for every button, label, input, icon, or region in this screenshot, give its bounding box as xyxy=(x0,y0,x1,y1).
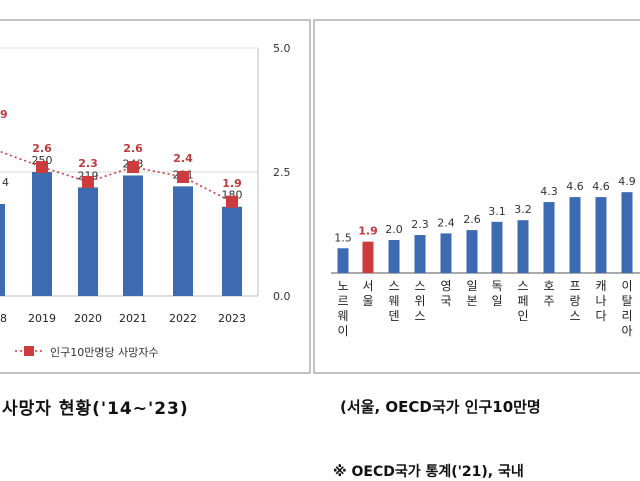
bar xyxy=(517,220,529,273)
value-label: 4.3 xyxy=(540,185,558,198)
secondary-y-tick-label: 0.0 xyxy=(273,290,291,303)
rate-marker xyxy=(226,195,238,208)
value-label: 2.3 xyxy=(411,218,429,231)
bar xyxy=(222,206,242,296)
value-label: 1.9 xyxy=(358,225,378,238)
rate-label: 1.9 xyxy=(222,177,242,190)
right-chart-caption: (서울, OECD국가 인구10만명 xyxy=(340,398,541,416)
right-chart-note: ※ OECD국가 통계('21), 국내 xyxy=(333,464,524,480)
x-tick-label: 8 xyxy=(0,312,7,325)
bar xyxy=(173,186,193,296)
rate-marker xyxy=(177,170,189,183)
left-chart: 0.02.55.025021924322118042.62.32.62.41.9… xyxy=(0,19,311,374)
bar xyxy=(595,197,607,273)
value-label: 4.9 xyxy=(618,175,636,188)
legend-marker xyxy=(24,346,34,356)
value-label: 4.6 xyxy=(592,180,610,193)
value-label: 2.4 xyxy=(437,216,455,229)
bar xyxy=(414,235,426,273)
value-label: 3.2 xyxy=(514,203,532,216)
bar xyxy=(362,241,374,273)
value-label: 2.0 xyxy=(385,223,403,236)
bar xyxy=(543,202,555,273)
bar xyxy=(32,172,52,296)
secondary-y-tick-label: 2.5 xyxy=(273,166,291,179)
bar xyxy=(621,192,633,273)
x-tick-label: 2021 xyxy=(119,312,147,325)
x-tick-label: 2020 xyxy=(74,312,102,325)
bar xyxy=(123,175,143,296)
x-tick-label: 2022 xyxy=(169,312,197,325)
bar xyxy=(491,221,503,273)
value-label: 1.5 xyxy=(334,231,352,244)
right-chart: 1.5 노 르 웨 이 1.9 서 울 2.0 스 웨 덴 2.3 스 위 스 2.4 영 국 2.6 일 본 3.1 독 일 3… xyxy=(313,19,640,374)
rate-marker xyxy=(82,175,94,188)
rate-label: 2.6 xyxy=(123,142,143,155)
value-label: 3.1 xyxy=(488,205,506,218)
secondary-y-tick-label: 5.0 xyxy=(273,42,291,55)
bar-partial xyxy=(0,204,5,296)
right-panel-frame xyxy=(313,19,640,374)
rate-line xyxy=(0,150,233,203)
count-label-partial: 4 xyxy=(2,176,9,189)
rate-marker xyxy=(36,161,48,174)
rate-label-partial: 9 xyxy=(0,108,8,121)
bar xyxy=(78,187,98,296)
value-label: 4.6 xyxy=(566,180,584,193)
x-tick-label: 2019 xyxy=(28,312,56,325)
left-panel-frame xyxy=(0,19,311,374)
rate-label: 2.3 xyxy=(78,157,98,170)
bar xyxy=(466,230,478,273)
bar xyxy=(337,248,349,273)
rate-marker xyxy=(127,161,139,174)
rate-label: 2.4 xyxy=(173,152,193,165)
rate-label: 2.6 xyxy=(32,142,52,155)
bar xyxy=(388,240,400,273)
legend-label: 인구10만명당 사망자수 xyxy=(50,346,159,359)
value-label: 2.6 xyxy=(463,213,481,226)
bar xyxy=(569,197,581,273)
bar xyxy=(440,233,452,273)
x-tick-label: 2023 xyxy=(218,312,246,325)
left-chart-caption: 사망자 현황('14~'23) xyxy=(2,399,189,419)
